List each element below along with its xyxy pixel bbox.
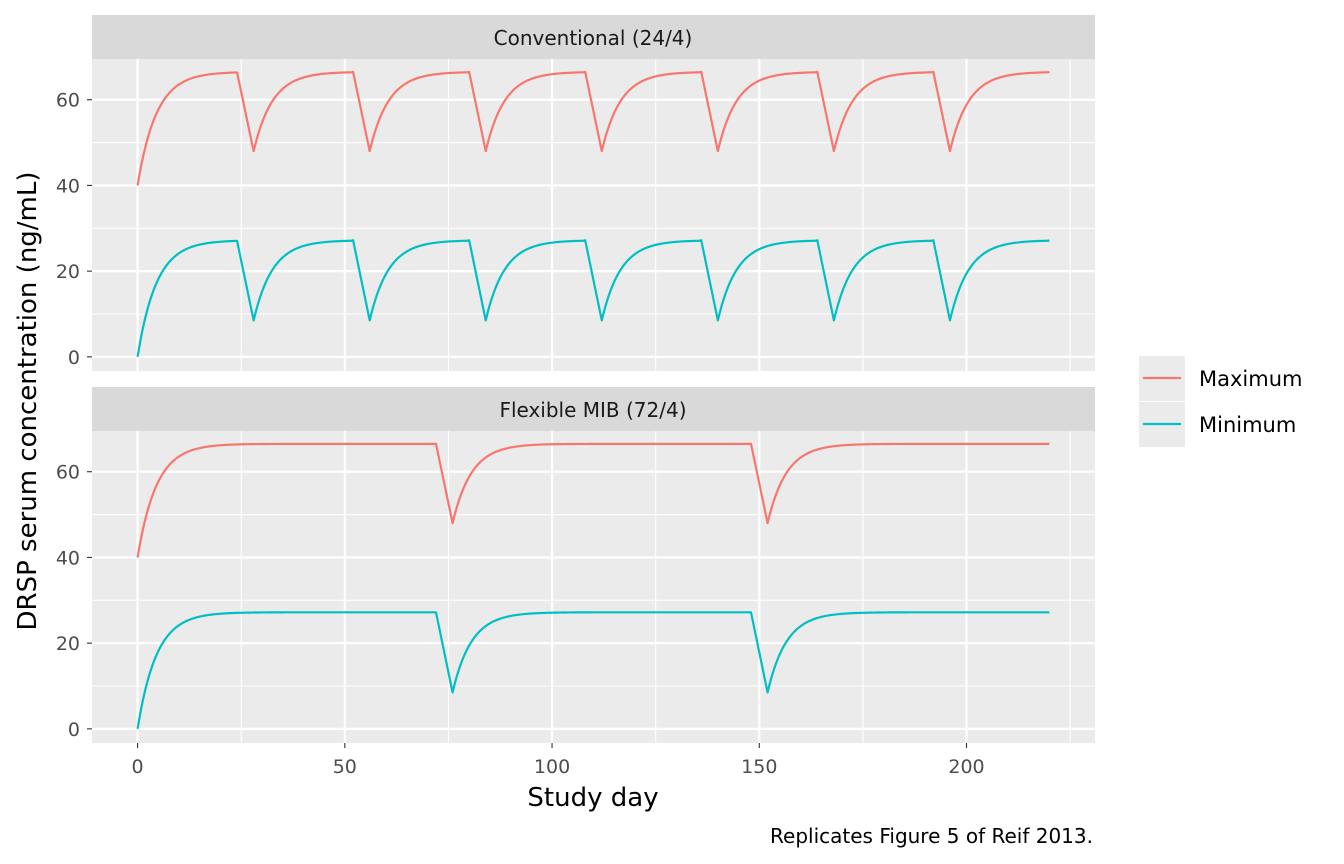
x-tick-label: 150: [741, 756, 777, 778]
series-line-minimum: [136, 611, 1050, 730]
y-tick-label: 40: [56, 547, 80, 569]
x-tick-label: 50: [333, 756, 357, 778]
y-axis-ticks: 0 20 40 60: [56, 90, 92, 369]
x-tick-label: 200: [948, 756, 984, 778]
panel-flexible-mib: Flexible MIB (72/4) 0 20 40 60: [56, 387, 1095, 743]
panel-background: [92, 431, 1095, 743]
series-line-maximum: [136, 442, 1050, 558]
legend-label-maximum: Maximum: [1199, 367, 1302, 391]
y-tick-label: 60: [56, 90, 80, 112]
y-tick-label: 20: [56, 633, 80, 655]
y-axis-ticks: 0 20 40 60: [56, 462, 92, 741]
y-tick-label: 0: [68, 719, 80, 741]
panel-conventional: Conventional (24/4) 0 20 40 60: [56, 15, 1095, 371]
y-tick-label: 0: [68, 347, 80, 369]
x-tick-label: 0: [132, 756, 144, 778]
gridlines: [92, 431, 1095, 743]
strip-label: Flexible MIB (72/4): [499, 398, 686, 422]
y-tick-label: 60: [56, 462, 80, 484]
series-line-maximum: [136, 70, 1050, 186]
legend: Maximum Minimum: [1139, 356, 1302, 447]
y-tick-label: 40: [56, 175, 80, 197]
panel-background: [92, 59, 1095, 371]
x-axis-title: Study day: [527, 783, 658, 813]
x-axis: 0 50 100 150 200: [132, 743, 985, 778]
series-lines: [136, 442, 1050, 730]
strip-background: [92, 387, 1095, 431]
gridlines: [92, 59, 1095, 371]
plot-caption: Replicates Figure 5 of Reif 2013.: [770, 824, 1093, 848]
y-tick-label: 20: [56, 261, 80, 283]
strip-label: Conventional (24/4): [494, 26, 693, 50]
y-axis-title: DRSP serum concentration (ng/mL): [13, 171, 43, 630]
x-tick-label: 100: [534, 756, 570, 778]
legend-label-minimum: Minimum: [1199, 413, 1296, 437]
strip-background: [92, 15, 1095, 59]
series-lines: [136, 70, 1050, 358]
series-line-minimum: [136, 239, 1050, 358]
